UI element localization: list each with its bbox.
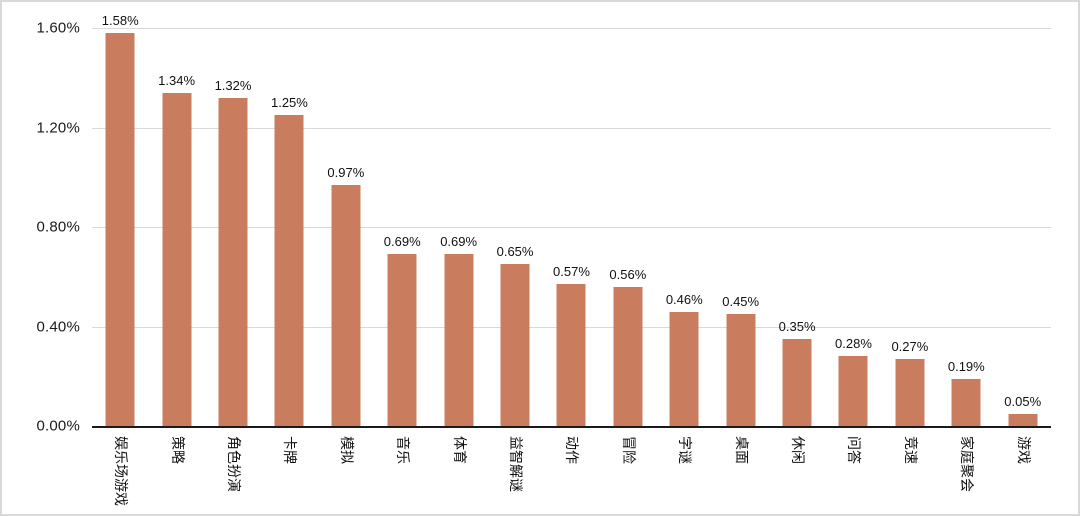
y-axis-tick-label: 1.60% [36, 19, 80, 37]
bar-column: 0.46% 字谜 [656, 28, 712, 464]
bar [444, 254, 474, 426]
bar-value-label: 0.35% [778, 318, 816, 334]
bar-column: 1.32% 角色扮演 [205, 28, 261, 492]
bar-column: 0.57% 动作 [543, 28, 599, 464]
bar-value-label: 1.32% [214, 77, 252, 93]
bar-column: 0.27% 竞速 [882, 28, 938, 464]
bar-value-label: 0.56% [609, 266, 647, 282]
bar-column: 0.56% 冒险 [600, 28, 656, 464]
gridline [92, 28, 1051, 29]
bar-column: 0.19% 家庭聚会 [938, 28, 994, 492]
bar-value-label: 0.69% [440, 234, 478, 250]
x-axis-category-label: 休闲 [789, 436, 806, 464]
bar-column: 0.97% 模拟 [318, 28, 374, 464]
plot-area: 1.58% 娱乐场游戏 1.34% 策略 1.32% 角色扮演 1.25% 卡牌 0.97% 模拟… [92, 13, 1051, 506]
bar-column: 1.58% 娱乐场游戏 [92, 13, 148, 506]
bar-value-label: 0.28% [835, 336, 872, 352]
bar [387, 254, 417, 426]
bar [162, 92, 192, 426]
gridline [92, 227, 1051, 228]
x-axis-category-label: 竞速 [901, 436, 918, 464]
bar-column: 1.25% 卡牌 [261, 28, 317, 464]
y-axis-tick-label: 0.00% [36, 417, 80, 435]
x-axis-category-label: 桌面 [732, 436, 749, 464]
x-axis-category-label: 角色扮演 [225, 436, 242, 492]
x-axis-category-label: 卡牌 [281, 436, 298, 464]
bar [500, 264, 530, 426]
gridline [92, 127, 1051, 129]
bar [105, 32, 135, 426]
x-axis-category-label: 动作 [563, 436, 580, 464]
bar-column: 0.28% 问答 [825, 28, 881, 464]
bar [669, 311, 699, 426]
x-axis-category-label: 模拟 [337, 436, 354, 464]
bar-value-label: 0.46% [665, 291, 703, 307]
x-axis-category-label: 音乐 [394, 436, 411, 464]
y-axis-tick-label: 1.20% [36, 119, 80, 136]
x-axis-category-label: 娱乐场游戏 [112, 436, 129, 506]
bar-column: 0.69% 音乐 [374, 28, 430, 464]
bar-column: 0.05% 游戏 [995, 28, 1051, 464]
x-axis-category-label: 问答 [845, 436, 862, 464]
bar-value-label: 1.25% [270, 95, 308, 111]
bar [895, 358, 925, 426]
bar [556, 284, 586, 426]
bar [726, 314, 756, 426]
bar [951, 378, 981, 426]
bar-value-label: 0.27% [891, 338, 929, 354]
bars-layer: 1.58% 娱乐场游戏 1.34% 策略 1.32% 角色扮演 1.25% 卡牌 0.97% 模拟… [92, 13, 1051, 506]
x-axis-category-label: 冒险 [619, 436, 636, 464]
x-axis-category-label: 家庭聚会 [958, 436, 975, 492]
bar-column: 1.34% 策略 [148, 28, 204, 464]
bar-value-label: 1.58% [101, 12, 139, 28]
bar-value-label: 0.69% [383, 234, 421, 250]
bar-value-label: 0.57% [553, 264, 590, 280]
bar-value-label: 0.19% [947, 358, 985, 374]
bar-column: 0.35% 休闲 [769, 28, 825, 464]
bar-value-label: 0.65% [496, 244, 534, 260]
bar [782, 338, 812, 426]
bar [331, 184, 361, 426]
bar-value-label: 0.97% [327, 164, 365, 180]
x-axis-category-label: 策略 [168, 436, 185, 464]
y-axis-tick-label: 0.80% [36, 218, 80, 236]
x-axis-category-label: 游戏 [1014, 436, 1031, 464]
x-axis-category-label: 体育 [450, 436, 467, 464]
bar [613, 286, 643, 426]
x-axis-category-label: 益智解谜 [507, 436, 524, 492]
bar [274, 115, 304, 426]
x-axis-category-label: 字谜 [676, 436, 693, 464]
y-axis: 0.00% 0.40% 0.80% 1.20% 1.60% [2, 20, 82, 435]
bar-column: 0.65% 益智解谜 [487, 28, 543, 492]
bar-value-label: 1.34% [158, 72, 196, 88]
bar [1008, 413, 1038, 426]
bar-value-label: 0.05% [1004, 393, 1042, 409]
x-axis-line [92, 426, 1051, 428]
bar [218, 97, 248, 426]
bar-column: 0.69% 体育 [430, 28, 486, 464]
bar [838, 356, 868, 426]
bar-column: 0.45% 桌面 [712, 28, 768, 464]
y-axis-tick-label: 0.40% [36, 318, 80, 335]
bar-value-label: 0.45% [722, 294, 760, 310]
